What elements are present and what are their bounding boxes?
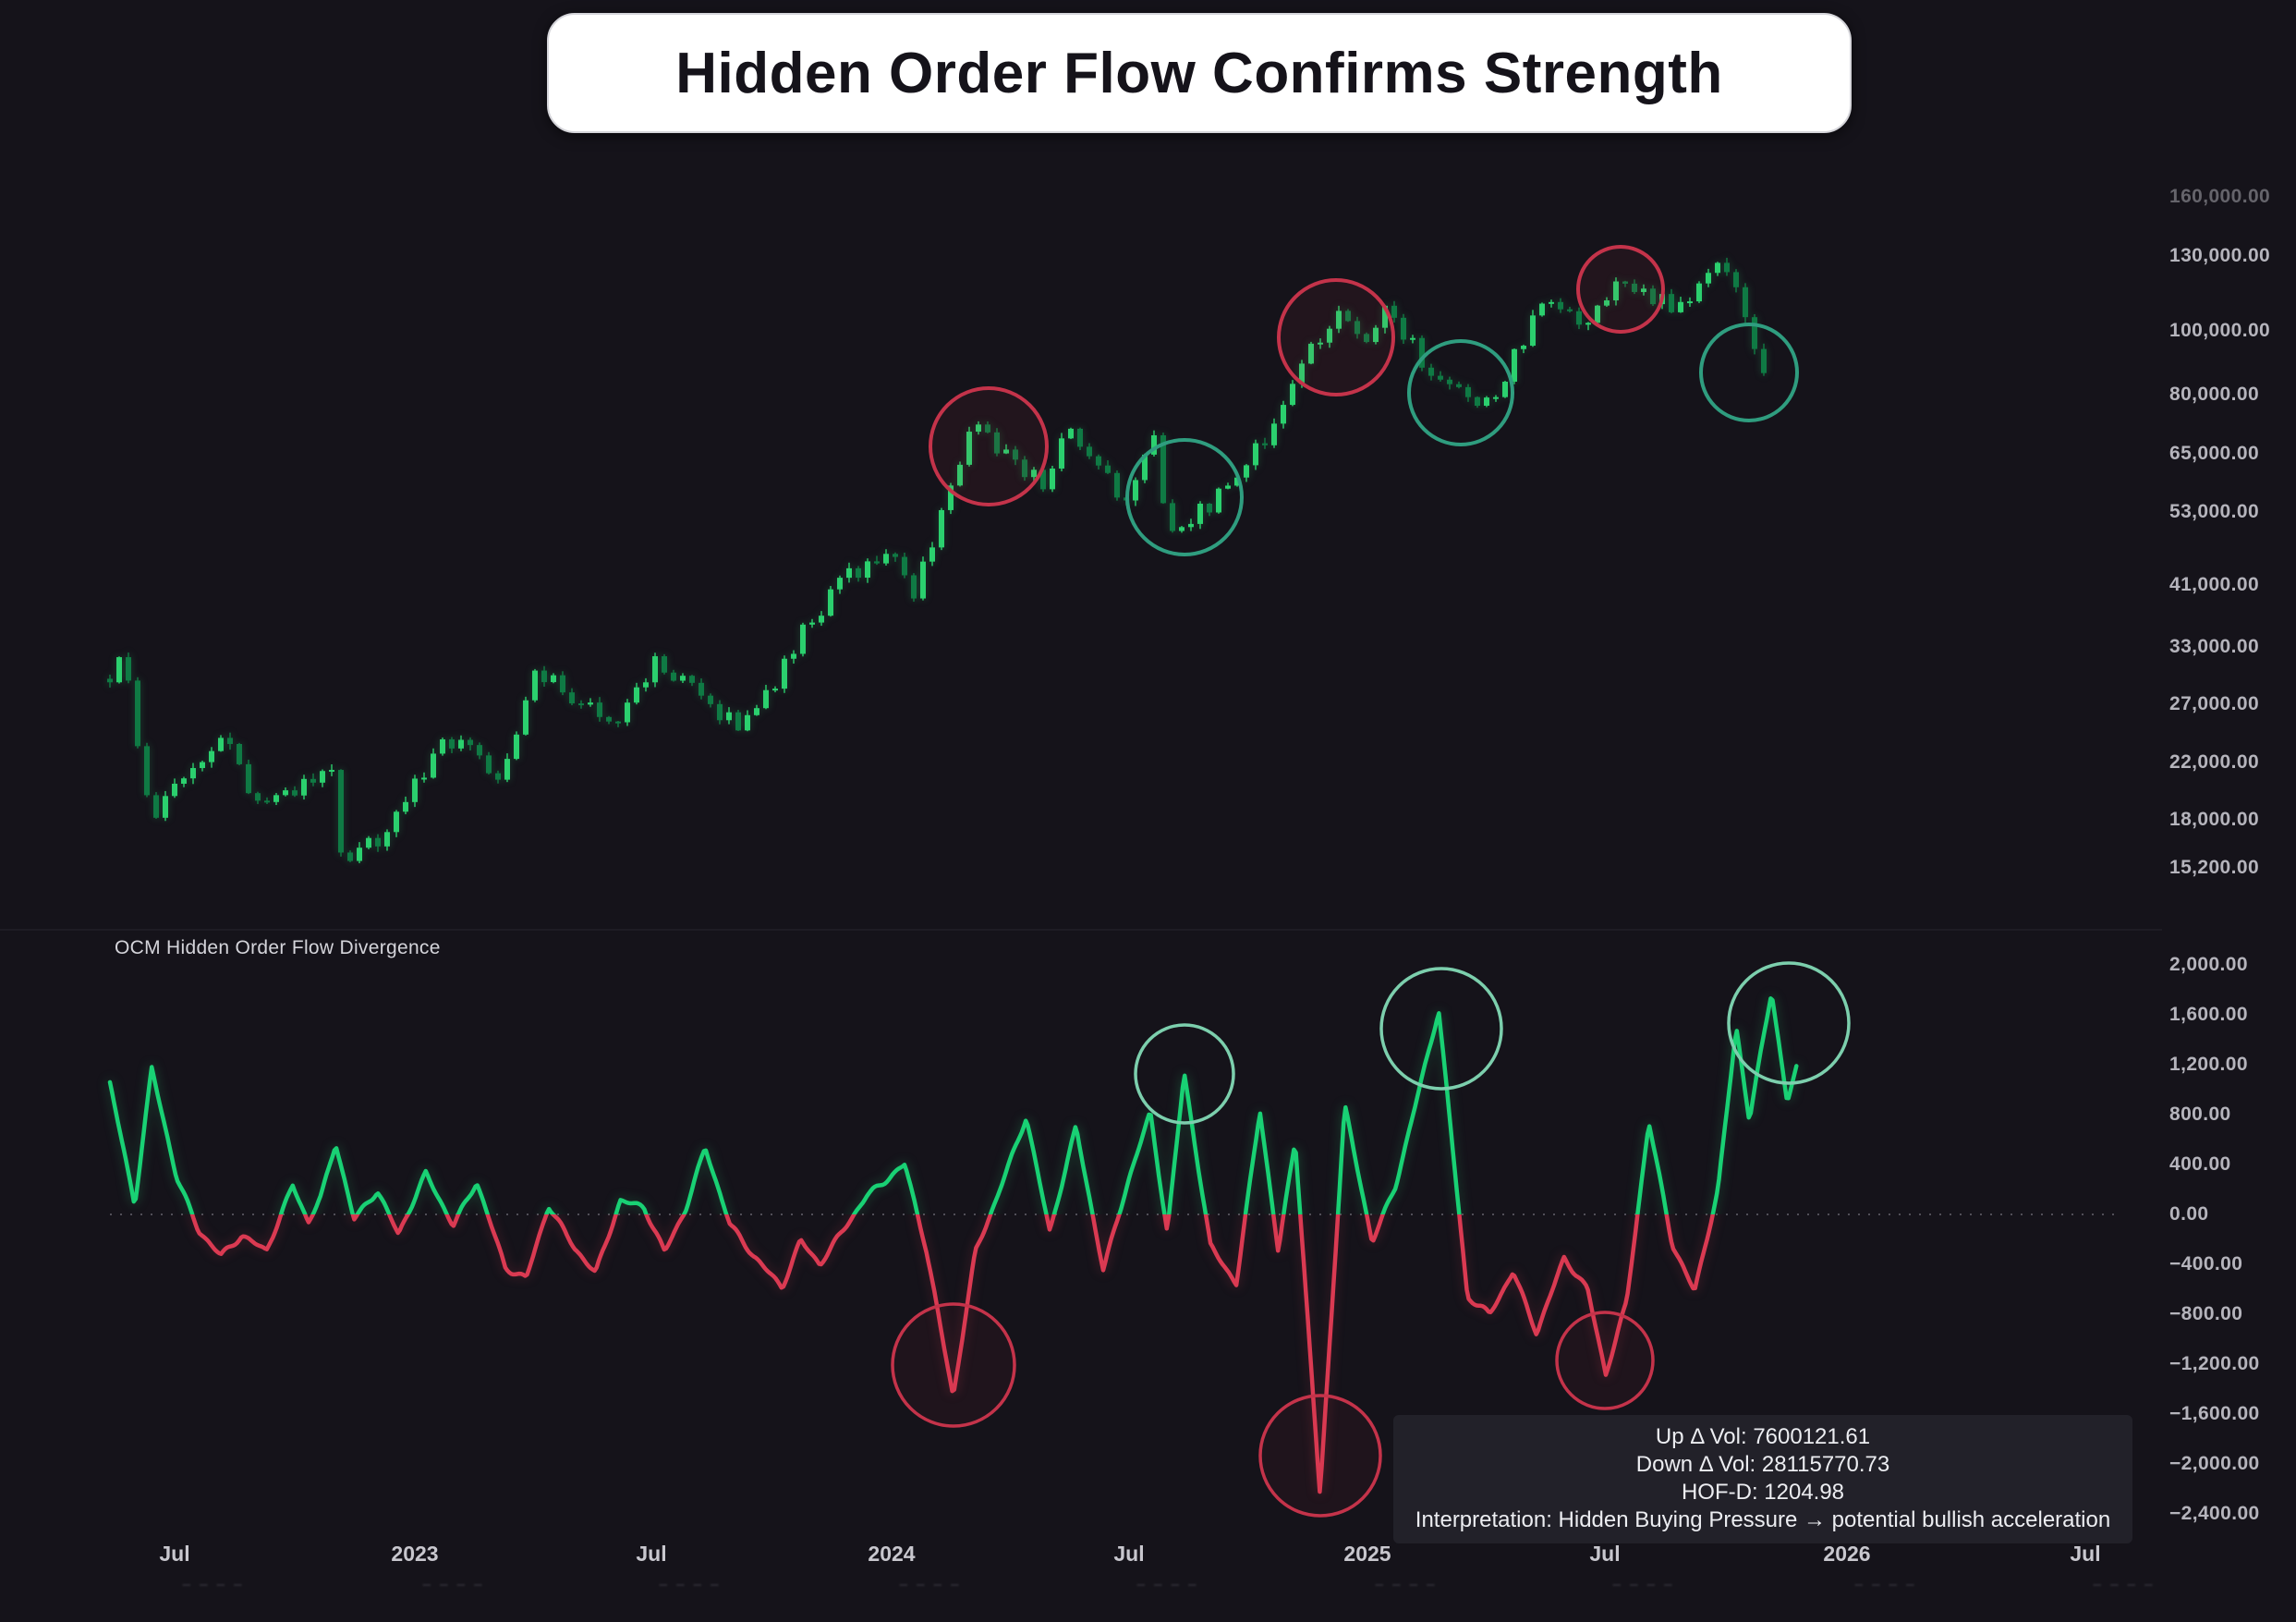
tooltip-line: Up Δ Vol: 7600121.61 (1655, 1424, 1871, 1449)
time-axis-label: 2026 (1823, 1542, 1871, 1566)
ghost-label: – – – – (2093, 1577, 2156, 1592)
price-axis-label: 27,000.00 (2169, 692, 2260, 714)
divergence-circles (891, 245, 1851, 1518)
price-axis-label: 100,000.00 (2169, 320, 2271, 341)
flow-axis-label: 400.00 (2169, 1153, 2231, 1175)
indicator-label[interactable]: OCM Hidden Order Flow Divergence (115, 937, 441, 958)
flow-axis-label: 0.00 (2169, 1203, 2209, 1225)
flow-axis-label: −1,600.00 (2169, 1403, 2260, 1424)
bullish-divergence-circle (1134, 1023, 1235, 1125)
price-axis-label: 41,000.00 (2169, 573, 2260, 595)
time-axis-label: 2023 (391, 1542, 439, 1566)
bullish-divergence-circle (1125, 438, 1244, 556)
price-axis-label: 18,000.00 (2169, 808, 2260, 830)
bullish-divergence-circle (1379, 967, 1503, 1091)
ghost-label: – – – – (1612, 1577, 1675, 1592)
time-axis-label: 2025 (1343, 1542, 1391, 1566)
price-axis-label: 80,000.00 (2169, 383, 2260, 405)
time-axis-label: Jul (636, 1542, 667, 1566)
bullish-divergence-circle (1407, 339, 1514, 446)
time-axis-label: Jul (2070, 1542, 2101, 1566)
price-axis-label: 53,000.00 (2169, 500, 2260, 522)
flow-axis-label: 1,600.00 (2169, 1004, 2248, 1025)
title-banner: Hidden Order Flow Confirms Strength (547, 13, 1852, 133)
tooltip-line: Down Δ Vol: 28115770.73 (1635, 1452, 1890, 1477)
bearish-divergence-circle (1277, 278, 1395, 396)
ghost-label: – – – – (899, 1577, 962, 1592)
ghost-label: – – – – (182, 1577, 245, 1592)
flow-axis-label: −800.00 (2169, 1303, 2243, 1324)
ghost-label: – – – – (659, 1577, 722, 1592)
bullish-divergence-circle (1727, 961, 1851, 1085)
flow-tooltip: Up Δ Vol: 7600121.61 Down Δ Vol: 28115770… (1393, 1415, 2132, 1543)
time-axis-label: Jul (1589, 1542, 1621, 1566)
flow-axis-label: −2,400.00 (2169, 1503, 2260, 1524)
time-axis-label: 2024 (868, 1542, 916, 1566)
price-axis-label: 160,000.00 (2169, 186, 2271, 208)
ghost-label: – – – – (1854, 1577, 1917, 1592)
tooltip-line: HOF-D: 1204.98 (1681, 1480, 1845, 1505)
bullish-divergence-circle (1699, 323, 1799, 422)
bearish-divergence-circle (1258, 1394, 1382, 1518)
flow-axis-label: 800.00 (2169, 1104, 2231, 1125)
tooltip-line: Interpretation: Hidden Buying Pressure →… (1415, 1507, 2111, 1532)
bearish-divergence-circle (1555, 1311, 1655, 1410)
time-axis-label: Jul (1113, 1542, 1145, 1566)
ghost-label: – – – – (422, 1577, 485, 1592)
page-title: Hidden Order Flow Confirms Strength (675, 41, 1723, 105)
ghost-label: – – – – (1136, 1577, 1199, 1592)
price-axis-label: 130,000.00 (2169, 245, 2271, 267)
bearish-divergence-circle (929, 386, 1049, 506)
price-axis-label: 22,000.00 (2169, 750, 2260, 773)
flow-axis-label: 2,000.00 (2169, 954, 2248, 975)
flow-axis-label: −2,000.00 (2169, 1453, 2260, 1474)
flow-axis-label: −1,200.00 (2169, 1353, 2260, 1374)
ghost-label: – – – – (1375, 1577, 1438, 1592)
flow-line-negative (189, 1214, 1716, 1494)
time-axis-label: Jul (159, 1542, 190, 1566)
bearish-divergence-circle (1576, 245, 1665, 334)
price-candles (107, 257, 1767, 864)
price-axis-label: 15,200.00 (2169, 856, 2260, 878)
bearish-divergence-circle (891, 1302, 1016, 1428)
flow-axis-label: 1,200.00 (2169, 1054, 2248, 1075)
price-axis-label: 33,000.00 (2169, 635, 2260, 657)
flow-axis-label: −400.00 (2169, 1253, 2243, 1274)
price-axis-label: 65,000.00 (2169, 442, 2260, 464)
